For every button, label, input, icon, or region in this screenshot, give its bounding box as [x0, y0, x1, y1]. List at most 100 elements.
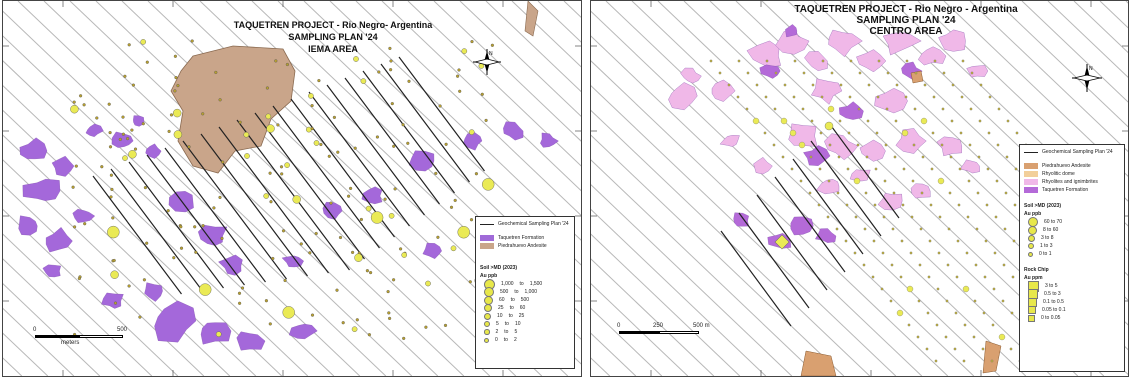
legend-unit-swatch	[1024, 171, 1038, 177]
soil-sample-point	[265, 113, 272, 120]
taquetren-outcrop	[45, 227, 73, 253]
soil-sample-point	[984, 239, 988, 243]
soil-sample-point	[942, 71, 946, 75]
legend-soil-header: Soil >MD (2023)	[480, 265, 518, 271]
soil-sample-point	[780, 117, 788, 125]
soil-sample-point	[456, 74, 460, 78]
legend-lines-label: Geochemical Sampling Plan '24	[498, 221, 569, 227]
soil-sample-point	[874, 167, 878, 171]
soil-sample-point	[919, 227, 923, 231]
soil-sample-point	[71, 185, 75, 189]
soil-sample-point	[955, 275, 959, 279]
soil-sample-point	[237, 291, 242, 295]
soil-sample-point	[218, 195, 222, 199]
legend-soil-class-symbol-icon	[484, 329, 490, 335]
soil-sample-point	[121, 132, 125, 136]
taquetren-outcrop	[145, 143, 162, 159]
soil-sample-point	[285, 62, 289, 67]
soil-sample-point	[480, 92, 484, 96]
soil-sample-point	[360, 78, 367, 84]
soil-sample-point	[962, 285, 970, 293]
legend-rock-class-row: 3 to 5	[1024, 280, 1120, 292]
soil-sample-point	[1009, 347, 1013, 351]
soil-sample-point	[113, 301, 118, 305]
survey-grid-line	[511, 1, 581, 68]
legend-unit-swatch	[1024, 163, 1038, 169]
rhyolite-outcrop	[816, 179, 840, 195]
soil-sample-point	[774, 71, 778, 75]
soil-sample-point	[935, 323, 939, 327]
map-left-canvas	[3, 1, 581, 376]
rhyolite-outcrop	[959, 159, 980, 174]
soil-sample-point	[830, 71, 834, 75]
rhyolite-outcrop	[936, 136, 962, 157]
soil-sample-point	[283, 278, 287, 283]
soil-sample-point	[938, 215, 942, 219]
legend-rock-class-symbol-icon	[1028, 306, 1036, 314]
soil-sample-point	[918, 263, 922, 267]
taquetren-outcrop	[361, 186, 383, 205]
survey-grid-line	[3, 233, 153, 376]
soil-sample-point	[392, 144, 396, 148]
taquetren-outcrop	[72, 208, 96, 223]
survey-grid-line	[591, 10, 975, 376]
legend-rock-class-label: 0.05 to 0.1	[1042, 307, 1066, 313]
taquetren-outcrop	[733, 212, 749, 227]
soil-sample-point	[937, 177, 945, 185]
soil-sample-point	[985, 203, 989, 207]
soil-sample-point	[1013, 203, 1017, 207]
soil-sample-point	[809, 155, 813, 159]
rhyolite-outcrop	[918, 46, 947, 66]
soil-sample-point	[959, 131, 963, 135]
survey-grid-line	[657, 1, 1053, 376]
taquetren-outcrop	[101, 292, 124, 309]
soil-sample-point	[745, 107, 749, 111]
map-left-title: TAQUETREN PROJECT - Rio Negro- Argentina…	[203, 19, 463, 55]
soil-sample-point	[176, 83, 180, 88]
map-right-title-line2: SAMPLING PLAN '24	[856, 15, 956, 26]
rhyolite-outcrop	[668, 82, 698, 111]
soil-sample-point	[949, 155, 953, 159]
soil-sample-point	[873, 203, 877, 207]
sampling-line	[810, 140, 882, 237]
soil-sample-point	[107, 102, 111, 106]
soil-sample-point	[931, 131, 935, 135]
legend-soil-class-label: 8 to 60	[1043, 227, 1059, 233]
soil-sample-point	[960, 95, 964, 99]
soil-sample-point	[977, 155, 981, 159]
rhyolite-outcrop	[824, 133, 859, 161]
soil-sample-point	[846, 167, 850, 171]
soil-sample-point	[979, 83, 983, 87]
legend-unit-row: Rhyolites and ignimbrites	[1024, 178, 1120, 186]
sampling-line	[272, 105, 380, 249]
soil-sample-point	[934, 359, 938, 363]
legend-rock-class-label: 3 to 5	[1045, 283, 1058, 289]
soil-sample-point	[911, 179, 915, 183]
north-arrow-icon: N	[473, 49, 501, 75]
soil-sample-point	[899, 275, 903, 279]
legend-soil-class-row: 60 to 500	[480, 295, 570, 305]
taquetren-swatch	[480, 235, 494, 241]
soil-sample-point	[329, 201, 333, 205]
soil-sample-point	[867, 83, 871, 87]
taquetren-outcrop	[42, 264, 61, 278]
sampling-line	[308, 91, 410, 227]
taquetren-outcrop	[503, 121, 524, 141]
survey-grid-line	[3, 60, 335, 376]
soil-sample-point	[957, 203, 961, 207]
soil-sample-point	[390, 101, 394, 106]
legend-soil-class-label: 10	[497, 313, 503, 319]
soil-sample-point	[913, 107, 917, 111]
soil-sample-point	[375, 135, 379, 139]
soil-sample-point	[276, 123, 280, 127]
survey-grid-line	[433, 1, 581, 142]
survey-grid-line	[591, 134, 845, 376]
soil-sample-point	[142, 278, 146, 282]
soil-sample-point	[458, 89, 462, 93]
soil-sample-point	[453, 198, 457, 202]
soil-sample-point	[349, 186, 353, 190]
legend-rock-class-row: 0 to 0.05	[1024, 314, 1120, 322]
piedrahuevo-outcrop	[910, 70, 924, 84]
survey-grid-line	[591, 357, 611, 376]
soil-sample-point	[793, 59, 797, 63]
